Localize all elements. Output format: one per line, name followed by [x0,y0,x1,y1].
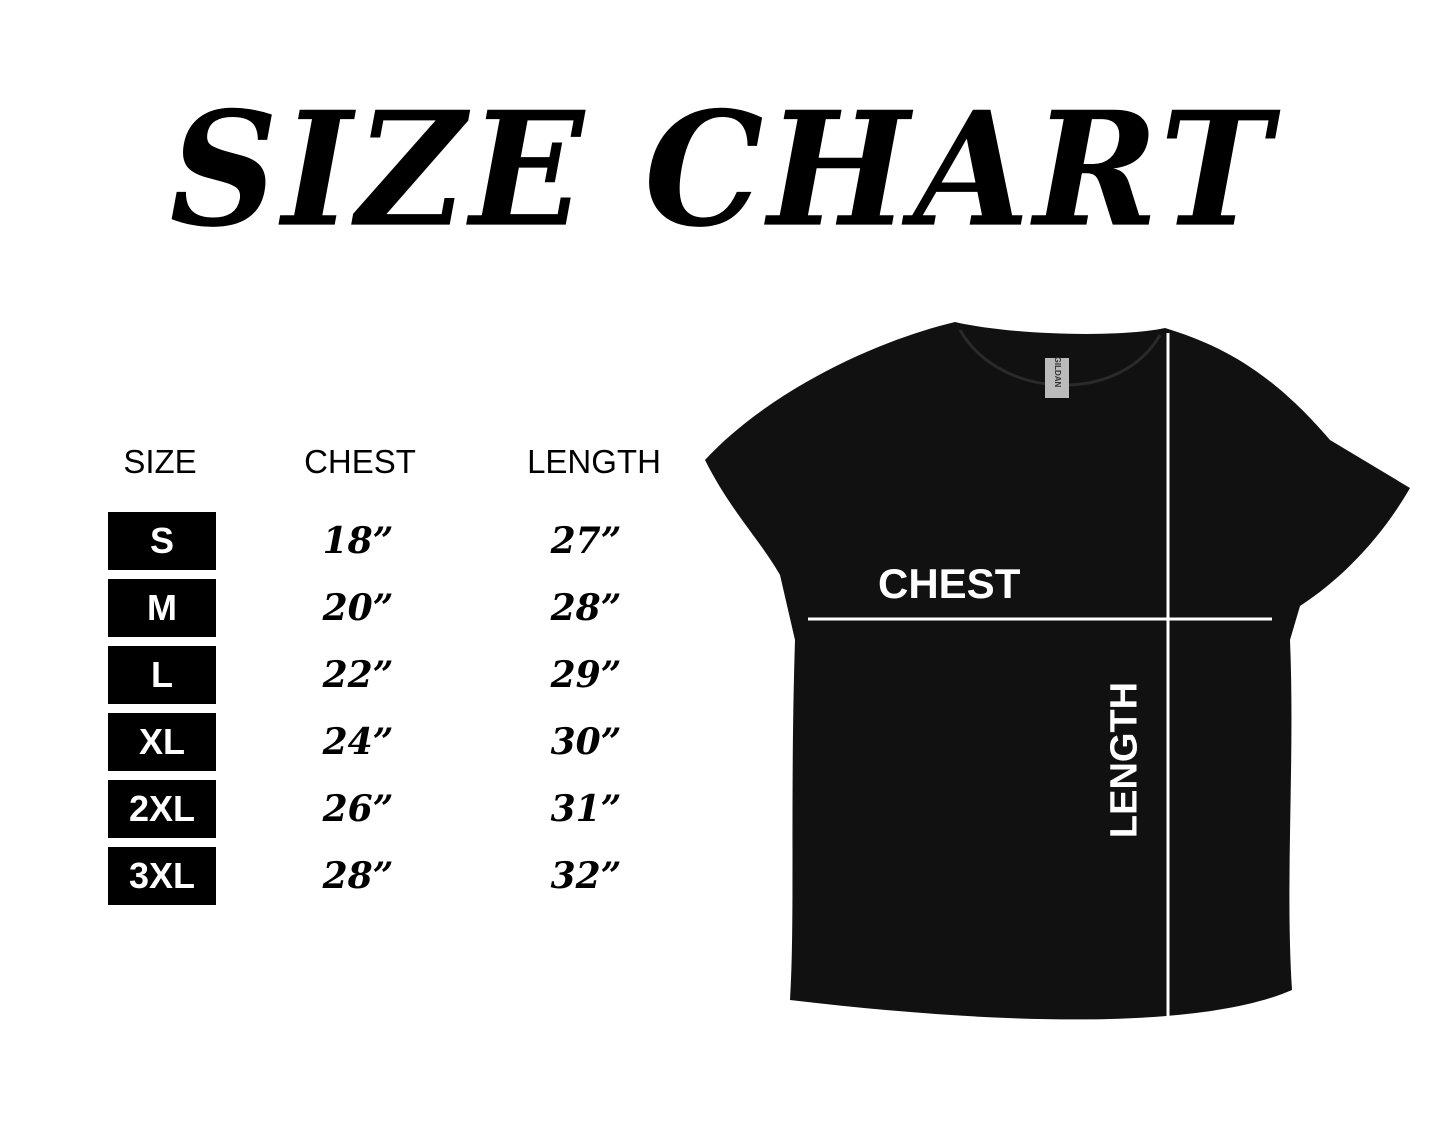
chest-value: 22” [322,654,394,696]
length-value: 31” [550,788,622,830]
size-badge: M [108,579,216,637]
length-value: 28” [550,587,622,629]
size-badge: 3XL [108,847,216,905]
size-badge: XL [108,713,216,771]
header-size: SIZE [123,443,197,480]
chest-label: CHEST [878,560,1021,607]
length-value: 27” [550,520,622,562]
neck-tag [1045,358,1069,398]
chest-value: 26” [322,788,394,830]
page-title: SIZE CHART [169,77,1276,263]
tshirt-shape [705,322,1410,1020]
chest-value: 24” [322,721,394,763]
header-chest: CHEST [304,443,416,480]
chest-value: 20” [322,587,394,629]
header-length: LENGTH [527,443,661,480]
length-value: 32” [550,855,622,897]
size-badge: 2XL [108,780,216,838]
length-value: 30” [550,721,622,763]
length-value: 29” [550,654,622,696]
neck-tag-brand: GILDAN [1053,356,1062,388]
chest-value: 28” [322,855,394,897]
size-badge: S [108,512,216,570]
length-label: LENGTH [1103,681,1146,839]
chest-value: 18” [322,520,394,562]
size-badge: L [108,646,216,704]
